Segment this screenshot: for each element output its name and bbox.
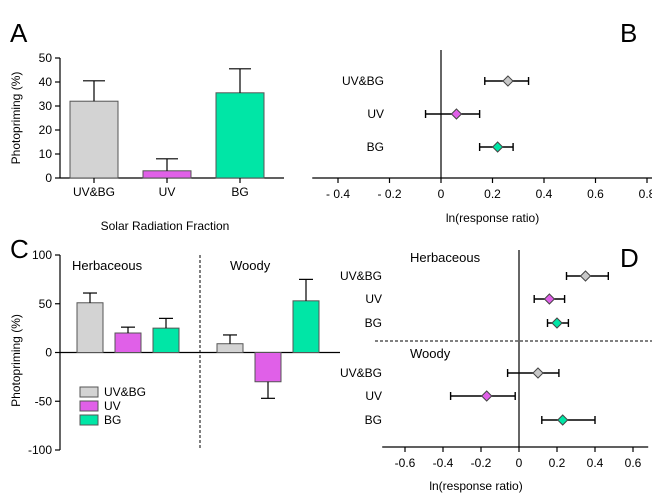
panel-letter-b: B [620,18,637,48]
x-axis-label: ln(response ratio) [446,211,539,225]
x-tick-label: 0 [516,456,523,470]
group-label-herbaceous: Herbaceous [72,258,143,273]
x-tick-label: 0.2 [549,456,566,470]
effect-point [450,108,463,120]
group-label-woody: Woody [230,258,271,273]
bar [76,302,104,353]
x-tick-label: UV [159,185,176,199]
y-tick-label: -50 [35,394,53,408]
group-label: Herbaceous [410,250,481,265]
x-tick-label: 0.6 [625,456,642,470]
bar [216,343,244,354]
effect-point [480,390,493,402]
legend-swatch [79,414,99,426]
x-tick-label: BG [231,185,248,199]
panel-letter-c: C [10,234,29,264]
panel-c-chart: -100 -50 0 50 100 Photopriming (%) Herbaceous W… [9,248,340,457]
bar [292,300,320,354]
legend-swatch [79,400,99,412]
bar [114,332,142,353]
x-tick-label: 0.8 [639,187,652,201]
effect-point [491,141,504,153]
effect-point [502,75,514,87]
legend-label: BG [104,413,121,427]
x-tick-label: 0.6 [587,187,604,201]
x-tick-label: 0 [438,187,445,201]
panel-d-chart: -0.6 -0.4 -0.2 0 0.2 0.4 0.6 ln(response ratio)… [340,250,652,493]
x-tick-label: 0.4 [587,456,604,470]
y-tick-label: 50 [39,51,53,65]
x-tick-label: - 0.2 [377,187,401,201]
y-tick-label: -100 [28,443,52,457]
category-label: UV&BG [342,74,384,88]
panel-letter-d: D [620,243,639,273]
effect-point [543,293,556,305]
x-tick-label: - 0.4 [326,187,350,201]
category-label: UV&BG [340,269,382,283]
chart-title-solar-radiation: Solar Radiation Fraction [101,219,230,233]
category-label: UV [365,389,382,403]
category-label: BG [365,413,382,427]
bar [254,352,282,383]
y-tick-label: 20 [39,123,53,137]
panel-b-chart: - 0.4 - 0.2 0 0.2 0.4 0.6 0.8 ln(response ratio… [312,50,652,225]
x-tick-label: -0.2 [471,456,492,470]
x-axis-label: ln(response ratio) [429,479,522,493]
legend-swatch [79,386,99,398]
x-tick-label: -0.6 [395,456,416,470]
panel-letter-a: A [10,18,28,48]
bar [142,170,192,179]
x-tick-label: 0.4 [536,187,553,201]
category-label: UV [365,292,382,306]
legend-label: UV&BG [104,385,146,399]
category-label: BG [367,140,384,154]
bar [215,92,265,179]
bar [69,100,119,179]
panel-a-chart: 0 10 20 30 40 50 Photopriming (%) UV&BG UV BG [9,51,284,199]
effect-point [551,317,563,329]
y-tick-label: 40 [39,75,53,89]
category-label: UV [367,107,384,121]
bar [152,327,180,353]
x-tick-label: 0.2 [484,187,501,201]
y-tick-label: 0 [45,171,52,185]
y-tick-label: 30 [39,99,53,113]
effect-point [579,270,592,282]
y-tick-label: 0 [45,346,52,360]
group-label: Woody [410,346,451,361]
y-tick-label: 10 [39,147,53,161]
x-tick-label: UV&BG [73,185,115,199]
x-tick-label: -0.4 [433,456,454,470]
effect-point [556,414,569,426]
legend-label: UV [104,399,121,413]
y-axis-label: Photopriming (%) [9,314,23,407]
effect-point [532,367,544,379]
category-label: BG [365,316,382,330]
y-tick-label: 100 [32,248,52,262]
y-axis-label: Photopriming (%) [9,72,23,165]
category-label: UV&BG [340,366,382,380]
y-tick-label: 50 [39,297,53,311]
